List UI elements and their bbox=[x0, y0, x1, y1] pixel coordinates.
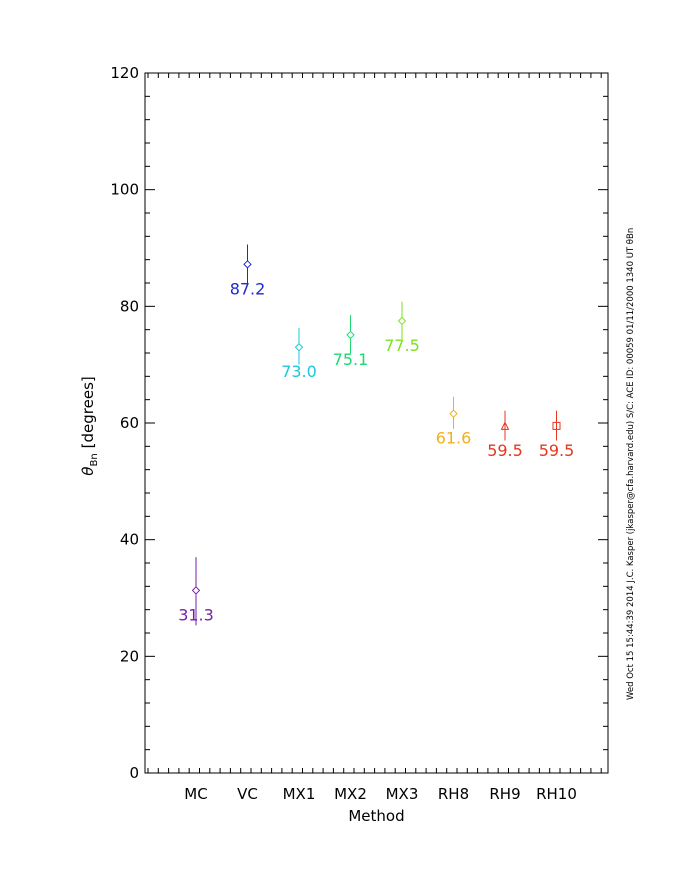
diamond-marker bbox=[191, 586, 201, 595]
data-point-vc: 87.2 bbox=[230, 244, 266, 298]
data-point-mx2: 75.1 bbox=[333, 315, 369, 369]
y-tick-label: 80 bbox=[120, 297, 139, 315]
x-tick-label: MX3 bbox=[386, 785, 419, 803]
plot-frame bbox=[144, 72, 609, 774]
data-label: 61.6 bbox=[436, 429, 472, 448]
data-point-rh9: 59.5 bbox=[487, 410, 523, 460]
data-label: 73.0 bbox=[281, 362, 317, 381]
y-tick-label: 60 bbox=[120, 414, 139, 432]
data-point-mc: 31.3 bbox=[178, 557, 214, 626]
diamond-marker bbox=[243, 260, 252, 269]
x-tick-label: RH8 bbox=[438, 785, 469, 803]
data-point-mx1: 73.0 bbox=[281, 327, 317, 381]
x-tick-label: MC bbox=[184, 785, 207, 803]
data-points: 31.3 87.2 73.0 75.1 77.5 61.6 59.5 59.5 bbox=[178, 244, 575, 626]
x-tick-label: RH9 bbox=[489, 785, 520, 803]
y-tick-label: 100 bbox=[110, 181, 139, 199]
y-axis-units: [degrees] bbox=[79, 376, 97, 448]
y-axis-title: θBn [degrees] bbox=[79, 376, 100, 475]
x-tick-label: MX2 bbox=[334, 785, 367, 803]
x-tick-label: RH10 bbox=[536, 785, 577, 803]
y-axis-symbol: θ bbox=[79, 467, 97, 476]
x-axis-title: Method bbox=[348, 807, 404, 825]
diamond-marker bbox=[294, 342, 304, 352]
y-axis-subscript: Bn bbox=[89, 453, 100, 466]
ticks bbox=[145, 72, 608, 774]
data-label: 77.5 bbox=[384, 336, 420, 355]
diamond-marker bbox=[346, 330, 355, 340]
axis-titles: Method θBn [degrees] bbox=[79, 376, 405, 825]
axes bbox=[144, 72, 609, 774]
square-marker bbox=[552, 421, 561, 430]
diamond-marker bbox=[449, 409, 458, 418]
diamond-marker bbox=[397, 316, 407, 326]
x-tick-label: VC bbox=[237, 785, 258, 803]
data-label: 75.1 bbox=[333, 350, 369, 369]
triangle-marker bbox=[500, 421, 510, 430]
data-point-mx3: 77.5 bbox=[384, 301, 420, 355]
y-tick-label: 40 bbox=[120, 531, 139, 549]
data-label: 31.3 bbox=[178, 605, 214, 624]
x-tick-label: MX1 bbox=[283, 785, 316, 803]
data-label: 59.5 bbox=[487, 441, 523, 460]
tick-labels: 0 20 40 60 80 100 120 MC VC MX1 MX2 MX3 RH8 RH9 RH10 bbox=[110, 64, 577, 803]
data-label: 59.5 bbox=[539, 441, 575, 460]
y-tick-label: 0 bbox=[129, 764, 139, 782]
data-point-rh10: 59.5 bbox=[539, 410, 575, 460]
side-note: Wed Oct 15 15:44:39 2014 J.C. Kasper (jk… bbox=[626, 227, 636, 700]
data-label: 87.2 bbox=[230, 279, 266, 298]
data-point-rh8: 61.6 bbox=[436, 396, 472, 448]
y-tick-label: 120 bbox=[110, 64, 139, 82]
y-tick-label: 20 bbox=[120, 647, 139, 665]
